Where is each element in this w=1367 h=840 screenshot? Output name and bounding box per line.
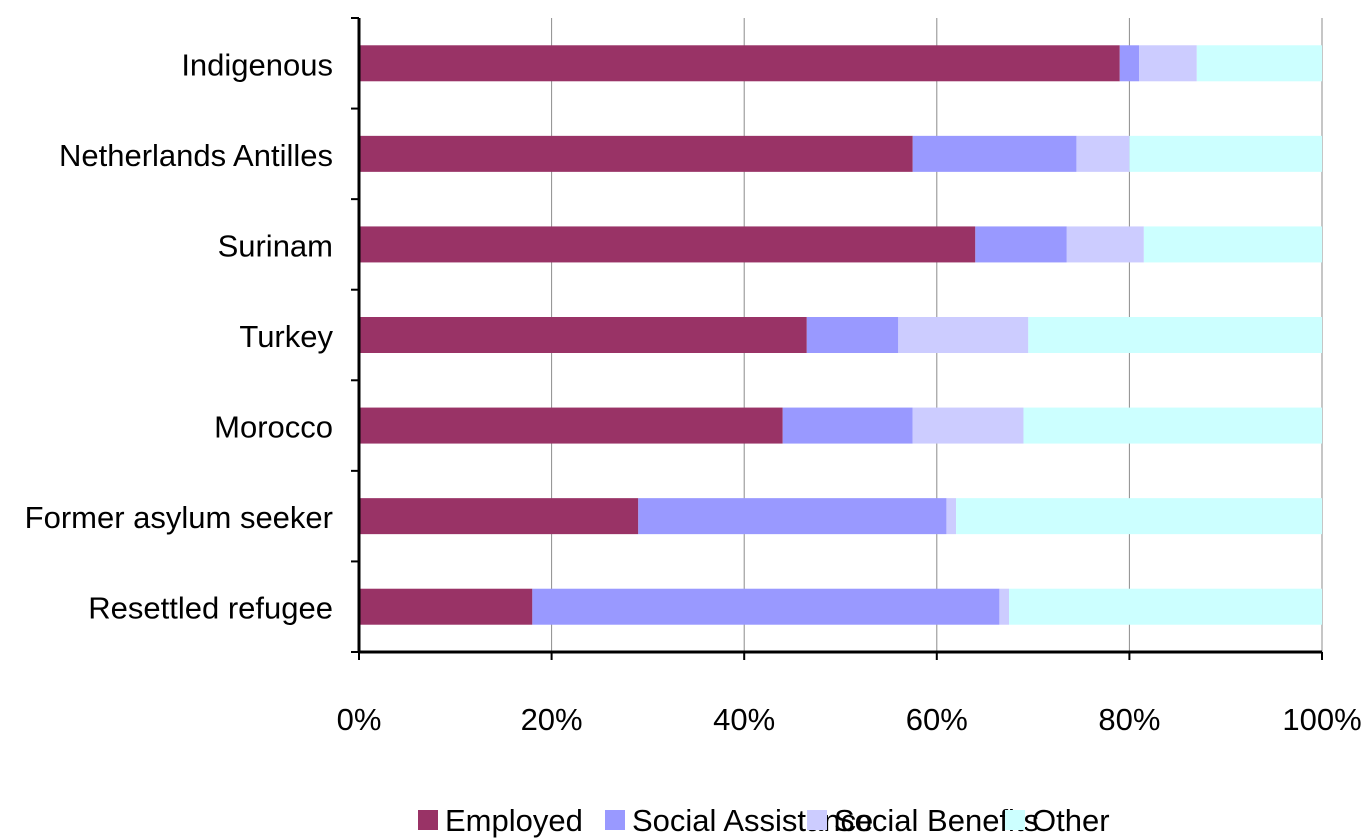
bar-segment bbox=[946, 498, 957, 535]
category-label: Surinam bbox=[218, 228, 333, 263]
bar-segment bbox=[359, 317, 807, 353]
bar-segment bbox=[956, 498, 1322, 535]
legend-label: Social Benefits bbox=[834, 803, 1039, 838]
bar-segment bbox=[1119, 45, 1140, 82]
x-tick-label: 60% bbox=[906, 702, 968, 737]
category-label: Former asylum seeker bbox=[25, 500, 333, 535]
legend-swatch bbox=[1005, 810, 1025, 830]
bar-segment bbox=[359, 45, 1120, 82]
bar-segment bbox=[359, 407, 783, 444]
category-label: Netherlands Antilles bbox=[59, 138, 333, 173]
x-tick-label: 40% bbox=[713, 702, 775, 737]
category-label: Resettled refugee bbox=[88, 591, 333, 626]
bar-segment bbox=[1023, 407, 1322, 444]
bar-segment bbox=[975, 226, 1067, 263]
category-label: Turkey bbox=[239, 319, 333, 354]
bars bbox=[359, 45, 1322, 625]
bar-segment bbox=[1066, 226, 1144, 263]
bar-segment bbox=[912, 407, 1024, 444]
category-label: Indigenous bbox=[181, 47, 333, 82]
bar-segment bbox=[806, 317, 899, 353]
legend-swatch bbox=[418, 810, 438, 830]
legend-label: Social Assistance bbox=[632, 803, 873, 838]
bar-segment bbox=[912, 135, 1077, 172]
legend-swatch bbox=[605, 810, 625, 830]
legend-label: Other bbox=[1032, 803, 1110, 838]
bar-segment bbox=[782, 407, 913, 444]
bar-segment bbox=[1028, 317, 1322, 353]
bar-segment bbox=[359, 226, 976, 263]
x-tick-label: 20% bbox=[521, 702, 583, 737]
bar-segment bbox=[359, 135, 913, 172]
bar-segment bbox=[1196, 45, 1322, 82]
x-tick-label: 80% bbox=[1098, 702, 1160, 737]
bar-segment bbox=[532, 588, 1000, 625]
x-tick-label: 0% bbox=[337, 702, 382, 737]
x-tick-labels: 0% 20% 40% 60% 80% 100% bbox=[337, 702, 1362, 737]
x-tick-label: 100% bbox=[1282, 702, 1361, 737]
bar-segment bbox=[999, 588, 1010, 625]
legend-swatch bbox=[807, 810, 827, 830]
legend-label: Employed bbox=[445, 803, 583, 838]
bar-segment bbox=[1009, 588, 1322, 625]
bar-segment bbox=[359, 498, 639, 535]
bar-segment bbox=[1076, 135, 1130, 172]
bar-segment bbox=[1143, 226, 1322, 263]
bar-segment bbox=[359, 588, 533, 625]
axes bbox=[351, 17, 1323, 660]
bar-segment bbox=[1129, 135, 1322, 172]
bar-segment bbox=[1139, 45, 1197, 82]
bar-segment bbox=[638, 498, 947, 535]
category-label: Morocco bbox=[214, 410, 333, 445]
bar-segment bbox=[898, 317, 1029, 353]
category-labels: Indigenous Netherlands Antilles Surinam Tur… bbox=[25, 47, 334, 625]
